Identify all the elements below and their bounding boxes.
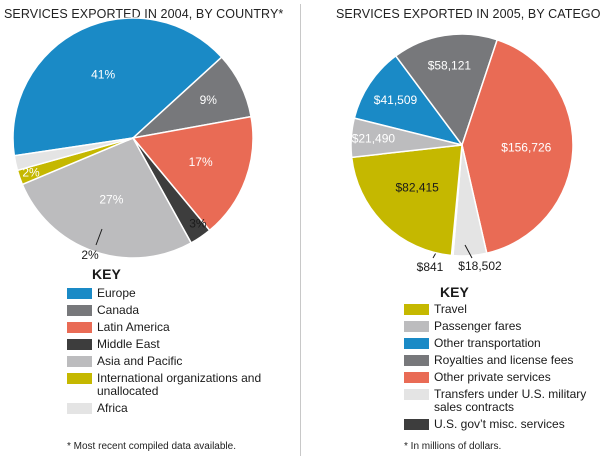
legend-item-travel: Travel bbox=[404, 303, 594, 316]
legend-label: Royalties and license fees bbox=[434, 353, 574, 367]
legend-label: Latin America bbox=[97, 320, 170, 334]
slice-label-travel: $82,415 bbox=[395, 181, 439, 195]
leader-line-transfers-under-u-s-military-sales-contracts bbox=[464, 244, 473, 259]
legend-item-other-transportation: Other transportation bbox=[404, 337, 594, 350]
legend-item-u-s-gov-t-misc-services: U.S. gov’t misc. services bbox=[404, 418, 594, 431]
legend-item-transfers-under-u-s-military-sales-contracts: Transfers under U.S. military sales cont… bbox=[404, 388, 594, 414]
pie-chart-2005: $41,509 $58,121 $156,726 $18,502 $841 $82,415… bbox=[350, 33, 574, 274]
slice-label-canada: 9% bbox=[200, 93, 218, 107]
legend-item-other-private-services: Other private services bbox=[404, 371, 594, 384]
legend-item-passenger-fares: Passenger fares bbox=[404, 320, 594, 333]
slice-label-international-organizations-and-unallocated: 2% bbox=[22, 166, 40, 180]
slice-label-europe: 41% bbox=[91, 67, 115, 81]
legend-item-royalties-and-license-fees: Royalties and license fees bbox=[404, 354, 594, 367]
legend-label: Other private services bbox=[434, 370, 551, 384]
legend-item-asia-and-pacific: Asia and Pacific bbox=[67, 355, 267, 368]
legend-swatch bbox=[67, 339, 92, 350]
slice-label-transfers-under-u-s-military-sales-contracts: $18,502 bbox=[458, 259, 502, 273]
legend-swatch bbox=[67, 403, 92, 414]
legend-label: International organizations and unalloca… bbox=[97, 371, 262, 398]
slice-asia-and-pacific bbox=[21, 137, 193, 259]
legend-swatch bbox=[67, 356, 92, 367]
slice-label-other-private-services: $156,726 bbox=[501, 140, 551, 154]
slice-label-passenger-fares: $21,490 bbox=[352, 131, 396, 145]
slice-latin-america bbox=[131, 115, 254, 232]
key-title: KEY bbox=[440, 284, 469, 300]
legend-swatch bbox=[404, 304, 429, 315]
legend: Travel Passenger fares Other transportatio… bbox=[404, 303, 594, 435]
slice-label-latin-america: 17% bbox=[189, 155, 213, 169]
legend-label: Middle East bbox=[97, 337, 160, 351]
legend-label: Other transportation bbox=[434, 336, 541, 350]
slice-europe bbox=[12, 17, 223, 157]
chart-2004-by-country: SERVICES EXPORTED IN 2004, BY COUNTRY* 4… bbox=[4, 7, 284, 452]
footnote: * In millions of dollars. bbox=[404, 441, 502, 452]
leader-line-africa bbox=[95, 228, 103, 246]
slice-label-royalties-and-license-fees: $58,121 bbox=[428, 58, 472, 72]
footnote: * Most recent compiled data available. bbox=[67, 441, 236, 452]
legend-label: U.S. gov’t misc. services bbox=[434, 417, 565, 431]
panel-divider bbox=[300, 4, 301, 456]
slice-africa bbox=[13, 137, 134, 172]
chart-title: SERVICES EXPORTED IN 2005, BY CATEGORY* bbox=[336, 7, 600, 21]
legend-swatch bbox=[67, 305, 92, 316]
chart-title: SERVICES EXPORTED IN 2004, BY COUNTRY* bbox=[4, 7, 284, 21]
slice-label-other-transportation: $41,509 bbox=[374, 93, 418, 107]
legend-item-canada: Canada bbox=[67, 304, 267, 317]
legend-label: Transfers under U.S. military sales cont… bbox=[434, 387, 587, 414]
legend-label: Canada bbox=[97, 303, 140, 317]
slice-passenger-fares bbox=[350, 117, 463, 159]
legend-swatch bbox=[404, 372, 429, 383]
legend-label: Passenger fares bbox=[434, 319, 522, 333]
pie-chart-2004: 41% 9% 17% 3% 27% 2% 2% bbox=[12, 17, 254, 262]
slice-royalties-and-license-fees bbox=[394, 33, 499, 147]
legend-item-international-organizations-and-unallocated: International organizations and unalloca… bbox=[67, 372, 267, 398]
legend-item-africa: Africa bbox=[67, 402, 267, 415]
legend-swatch bbox=[404, 389, 429, 400]
legend-item-europe: Europe bbox=[67, 287, 267, 300]
legend-label: Europe bbox=[97, 286, 136, 300]
legend-swatch bbox=[67, 322, 92, 333]
slice-other-private-services bbox=[461, 38, 574, 255]
slice-label-middle-east: 3% bbox=[189, 216, 207, 230]
legend-swatch bbox=[404, 419, 429, 430]
legend-swatch bbox=[67, 373, 92, 384]
legend-item-middle-east: Middle East bbox=[67, 338, 267, 351]
slice-other-transportation bbox=[353, 54, 464, 147]
chart-2005-by-category: SERVICES EXPORTED IN 2005, BY CATEGORY* … bbox=[302, 0, 600, 460]
slice-travel bbox=[350, 144, 463, 257]
legend-label: Asia and Pacific bbox=[97, 354, 183, 368]
legend-swatch bbox=[67, 288, 92, 299]
slice-label-u-s-gov-t-misc-services: $841 bbox=[417, 260, 444, 274]
key-title: KEY bbox=[92, 266, 121, 282]
legend-label: Travel bbox=[434, 302, 467, 316]
legend-swatch bbox=[404, 355, 429, 366]
slice-label-africa: 2% bbox=[81, 248, 99, 262]
legend-swatch bbox=[404, 321, 429, 332]
legend: Europe Canada Latin America Middle East Asia… bbox=[67, 287, 267, 419]
legend-item-latin-america: Latin America bbox=[67, 321, 267, 334]
legend-label: Africa bbox=[97, 401, 128, 415]
legend-swatch bbox=[404, 338, 429, 349]
slice-label-asia-and-pacific: 27% bbox=[99, 193, 123, 207]
